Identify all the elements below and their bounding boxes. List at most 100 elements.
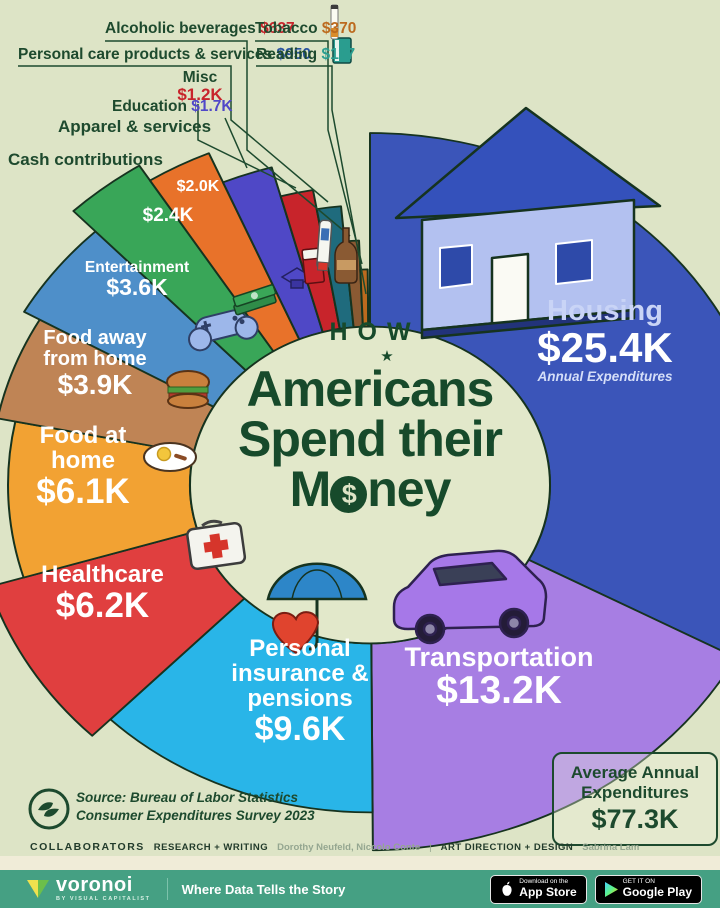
- education-name: Education: [112, 98, 187, 115]
- app-store-badge[interactable]: Download on the App Store: [490, 874, 587, 904]
- footer-tagline: Where Data Tells the Story: [181, 881, 346, 897]
- collaborators-bar: COLLABORATORS RESEARCH + WRITING Dorothy…: [30, 841, 639, 853]
- google-play-badge[interactable]: GET IT ON Google Play: [594, 874, 702, 904]
- google-play-small-text: GET IT ON: [622, 878, 655, 886]
- research-writing-names: Dorothy Neufeld, Niccolo Conte: [277, 842, 421, 853]
- house-icon: [394, 106, 662, 340]
- app-store-text: App Store: [519, 885, 577, 900]
- source-line-1: Source: Bureau of Labor Statistics: [76, 790, 299, 805]
- footer-divider-strip: [0, 856, 720, 870]
- summary-line-2: Expenditures: [581, 782, 689, 802]
- collaborators-separator: |: [429, 842, 432, 853]
- label-tobacco: Tobacco $370: [255, 20, 356, 38]
- segment-label-housing: Housing $25.4K Annual Expenditures: [500, 296, 710, 384]
- transportation-value: $13.2K: [436, 669, 562, 713]
- leader-tobacco: [255, 40, 363, 265]
- game-controller-icon: [188, 309, 259, 352]
- title-line-1: Americans: [246, 361, 495, 417]
- transportation-name: Transportation: [404, 642, 594, 672]
- burger-icon: [166, 370, 210, 409]
- leader-reading: [256, 65, 367, 295]
- label-apparel: Apparel & services: [58, 117, 211, 137]
- summary-box: Average Annual Expenditures $77.3K: [552, 752, 718, 847]
- title-kicker: HOW: [329, 318, 421, 346]
- personal-care-value: $950: [276, 46, 311, 63]
- collaborators-label: COLLABORATORS: [30, 841, 145, 853]
- source-line-2: Consumer Expenditures Survey 2023: [76, 808, 315, 824]
- alcohol-name: Alcoholic beverages: [105, 20, 256, 37]
- segment-label-entertainment: Entertainment $3.6K: [68, 259, 206, 301]
- money-post: ney: [367, 461, 451, 517]
- beer-bottle-icon: [334, 227, 358, 284]
- research-writing-label: RESEARCH + WRITING: [153, 842, 269, 853]
- segment-label-transportation: Transportation $13.2K: [383, 643, 615, 712]
- leader-lines: [18, 40, 367, 295]
- reading-name: Reading: [256, 46, 318, 63]
- housing-value: $25.4K: [537, 324, 673, 372]
- entertainment-name: Entertainment: [84, 259, 190, 276]
- summary-value: $77.3K: [591, 804, 679, 835]
- misc-name: Misc: [182, 69, 218, 86]
- label-personal-care: Personal care products & services $950: [18, 46, 311, 64]
- voronoi-brand[interactable]: voronoi BY VISUAL CAPITALIST: [26, 875, 151, 903]
- label-alcoholic-beverages: Alcoholic beverages $637: [105, 20, 295, 38]
- segment-label-apparel-value: $2.0K: [176, 178, 220, 195]
- label-reading: Reading $117: [256, 46, 355, 64]
- cash-name: Cash contributions: [8, 150, 163, 169]
- segment-label-healthcare: Healthcare $6.2K: [15, 561, 190, 625]
- voronoi-wordmark: voronoi: [56, 874, 133, 897]
- money-pre: M: [289, 461, 332, 517]
- misc-value: $1.2K: [177, 85, 223, 105]
- label-education: Education $1.7K: [112, 98, 233, 116]
- food-home-name: Food at home: [39, 422, 127, 474]
- food-home-value: $6.1K: [36, 471, 130, 511]
- donut-segments: [0, 132, 720, 852]
- leader-alcohol: [105, 40, 351, 237]
- personal-care-name: Personal care products & services: [18, 46, 273, 63]
- book-icon: [332, 37, 352, 64]
- segment-label-insurance: Personal insurance & pensions $9.6K: [200, 636, 400, 748]
- car-icon: [392, 549, 548, 645]
- footer-bar: voronoi BY VISUAL CAPITALIST Where Data …: [0, 870, 720, 908]
- google-play-icon: [604, 881, 618, 897]
- food-away-value: $3.9K: [57, 368, 133, 400]
- leader-misc: [197, 104, 297, 189]
- alcohol-value: $637: [260, 20, 295, 37]
- toothpaste-icon: [316, 219, 333, 272]
- google-play-text: Google Play: [622, 885, 692, 900]
- food-away-name: Food away from home: [43, 327, 147, 370]
- star-icon: ★: [380, 348, 394, 365]
- housing-name: Housing: [547, 295, 663, 327]
- first-aid-icon: [186, 519, 247, 571]
- segment-label-food-away: Food away from home $3.9K: [25, 328, 165, 399]
- healthcare-name: Healthcare: [41, 561, 164, 588]
- segment-label-cash-value: $2.4K: [142, 205, 194, 226]
- cigarette-icon: [330, 4, 339, 40]
- apple-icon: [502, 881, 512, 896]
- page-title: HOW ★ Americans Spend their M $ ney: [200, 318, 540, 516]
- umbrella-heart-icon: [266, 562, 368, 655]
- breakfast-plate-icon: [143, 442, 197, 472]
- voronoi-sub-brand: BY VISUAL CAPITALIST: [56, 896, 151, 903]
- segment-label-food-at-home: Food at home $6.1K: [8, 422, 158, 511]
- label-misc: Misc $1.2K: [168, 69, 232, 105]
- collaboration-logo-icon: [28, 788, 70, 830]
- voronoi-logo-icon: [27, 880, 49, 898]
- cash-stack-icon: [232, 284, 277, 316]
- insurance-value: $9.6K: [254, 709, 346, 748]
- apparel-name: Apparel & services: [58, 117, 212, 136]
- reading-value: $117: [321, 46, 356, 63]
- leader-education: [224, 117, 248, 169]
- leader-personal-care: [18, 65, 329, 203]
- summary-line-1: Average Annual: [570, 763, 700, 782]
- entertainment-value: $3.6K: [106, 274, 168, 301]
- title-line-2: Spend their: [237, 411, 503, 467]
- app-store-small-text: Download on the: [519, 878, 569, 886]
- dollar-coin-icon: $: [330, 476, 368, 513]
- art-direction-label: ART DIRECTION + DESIGN: [440, 842, 574, 853]
- healthcare-value: $6.2K: [55, 585, 150, 625]
- tobacco-value: $370: [321, 20, 357, 37]
- housing-subtitle: Annual Expenditures: [537, 368, 673, 384]
